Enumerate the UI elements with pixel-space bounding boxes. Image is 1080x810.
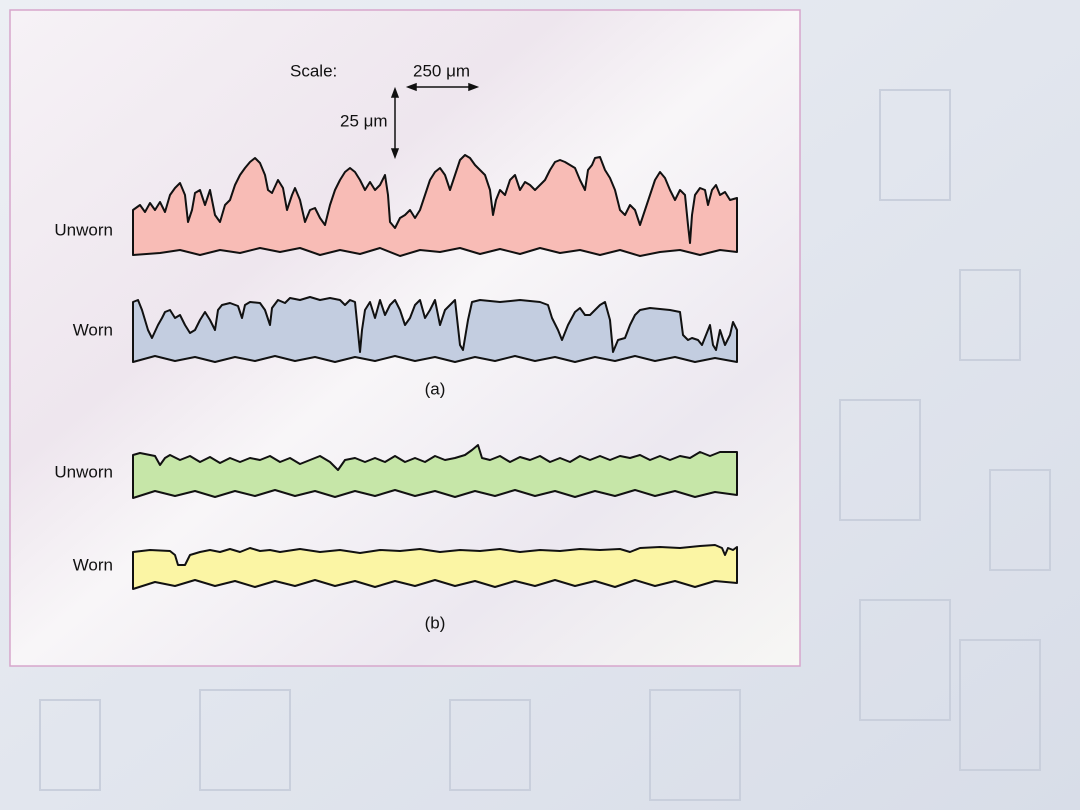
profile-b-unworn [132, 444, 738, 499]
panel-caption: (b) [425, 613, 446, 632]
profile-b-worn [132, 544, 738, 590]
profile-a-unworn [132, 154, 738, 257]
profile-label: Unworn [54, 220, 113, 239]
scale-label: Scale: [290, 61, 337, 80]
profile-label: Worn [73, 320, 113, 339]
profile-label: Unworn [54, 462, 113, 481]
profile-label: Worn [73, 555, 113, 574]
background-pattern [39, 89, 1051, 801]
panel-caption: (a) [425, 379, 446, 398]
scale-horizontal: 250 μm [413, 61, 470, 80]
scale-arrows [390, 82, 480, 160]
profile-a-worn [132, 296, 738, 363]
scale-vertical: 25 μm [340, 111, 388, 130]
